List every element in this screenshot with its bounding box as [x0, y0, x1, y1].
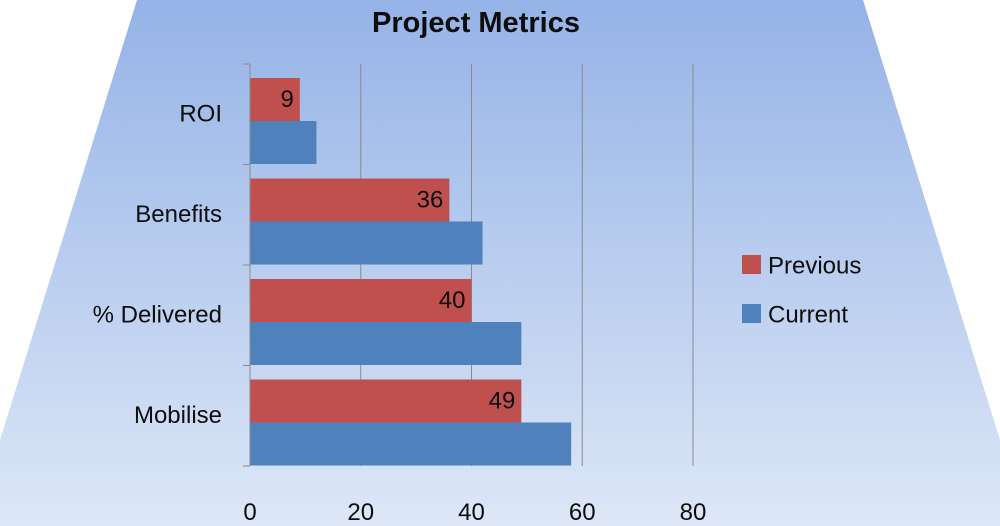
data-labels: 9 36 40 49	[280, 86, 515, 415]
legend-label: Previous	[768, 252, 861, 279]
bar-previous	[250, 379, 522, 423]
y-category-label: Mobilise	[134, 402, 222, 429]
legend-swatch-previous	[742, 255, 761, 274]
bar-previous	[250, 78, 300, 121]
x-tick-label: 0	[243, 499, 256, 526]
bar-current	[250, 221, 483, 265]
x-tick-label: 40	[458, 499, 485, 526]
legend-swatch-current	[742, 304, 761, 323]
bars	[250, 78, 572, 466]
axes: 0 20 40 60 80 ROI Benefits % Delivered Mobilise	[93, 63, 707, 526]
bar-data-label: 36	[417, 186, 444, 213]
legend-label: Current	[768, 301, 848, 328]
y-category-label: Benefits	[135, 201, 222, 228]
bar-data-label: 9	[280, 86, 293, 113]
bar-current	[250, 121, 317, 164]
x-tick-label: 60	[569, 499, 596, 526]
bar-previous	[250, 178, 450, 222]
bar-current	[250, 422, 572, 466]
bar-previous	[250, 279, 472, 322]
y-category-label: % Delivered	[93, 302, 222, 329]
legend: Previous Current	[742, 252, 861, 328]
bar-data-label: 40	[439, 287, 466, 314]
chart-title: Project Metrics	[372, 7, 580, 39]
bar-data-label: 49	[489, 387, 516, 414]
bar-current	[250, 322, 522, 365]
x-tick-label: 20	[347, 499, 374, 526]
y-category-label: ROI	[179, 101, 222, 128]
x-tick-label: 80	[680, 499, 707, 526]
